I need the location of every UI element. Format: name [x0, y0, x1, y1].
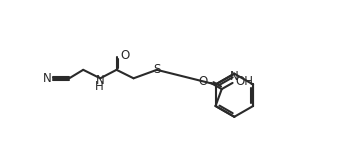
- Text: H: H: [95, 80, 104, 93]
- Text: N: N: [230, 70, 239, 83]
- Text: O: O: [120, 49, 130, 62]
- Text: N: N: [96, 74, 104, 87]
- Text: OH: OH: [236, 75, 254, 88]
- Text: N: N: [43, 72, 52, 85]
- Text: S: S: [153, 63, 160, 76]
- Text: O: O: [198, 75, 208, 88]
